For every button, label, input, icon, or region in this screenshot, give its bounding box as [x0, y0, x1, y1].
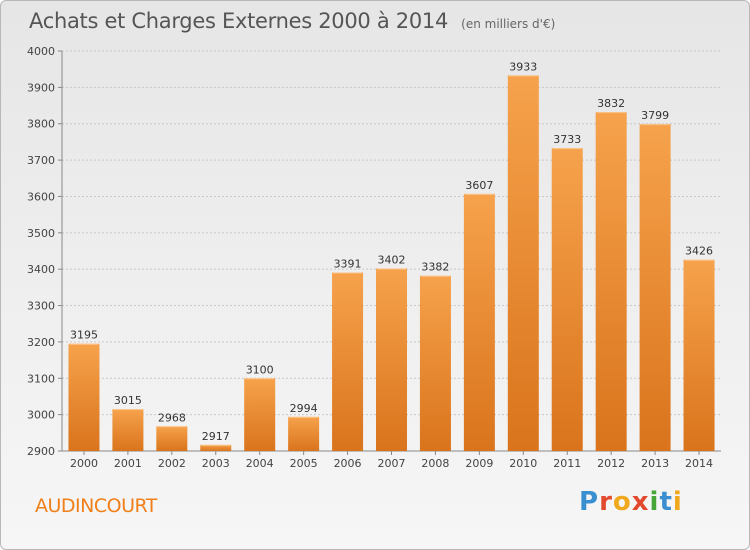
logo-letter: i [649, 487, 660, 517]
bar [595, 112, 627, 451]
value-label: 2968 [158, 411, 186, 424]
y-tick-label: 3900 [27, 81, 55, 94]
chart-title: Achats et Charges Externes 2000 à 2014 [29, 9, 449, 33]
bars [68, 75, 715, 451]
y-tick-label: 3200 [27, 336, 55, 349]
y-tick-label: 2900 [27, 445, 55, 458]
logo-letter: x [631, 487, 650, 517]
y-tick-label: 3800 [27, 118, 55, 131]
y-tick-label: 3500 [27, 227, 55, 240]
value-label: 3015 [114, 394, 142, 407]
x-tick-label: 2006 [334, 457, 362, 470]
x-tick-label: 2002 [158, 457, 186, 470]
y-tick-label: 3100 [27, 372, 55, 385]
value-label: 2994 [290, 402, 318, 415]
value-label: 2917 [202, 430, 230, 443]
x-tick-label: 2013 [641, 457, 669, 470]
x-tick-label: 2011 [553, 457, 581, 470]
x-tick-label: 2005 [290, 457, 318, 470]
bar [419, 275, 451, 451]
value-label: 3426 [685, 245, 713, 258]
chart-subtitle: (en milliers d'€) [461, 17, 556, 31]
logo-letter: i [672, 487, 683, 517]
bar [683, 259, 715, 451]
value-label: 3733 [553, 133, 581, 146]
bar [156, 426, 188, 451]
x-tick-label: 2009 [465, 457, 493, 470]
logo-letter: r [599, 487, 613, 517]
x-tick-label: 2007 [378, 457, 406, 470]
value-label: 3391 [334, 257, 362, 270]
bar [463, 193, 495, 451]
x-tick-label: 2010 [509, 457, 537, 470]
value-labels: 3195 3015 2968 2917 3100 2994 3391 3402 3382 3607… [70, 60, 713, 442]
commune-name: AUDINCOURT [35, 495, 157, 517]
value-label: 3402 [378, 253, 406, 266]
value-label: 3933 [509, 60, 537, 73]
value-label: 3100 [246, 363, 274, 376]
title-row: Achats et Charges Externes 2000 à 2014 (… [29, 9, 555, 33]
x-tick-label: 2001 [114, 457, 142, 470]
logo-letter: P [579, 487, 600, 517]
value-label: 3195 [70, 329, 98, 342]
y-tick-label: 4000 [27, 45, 55, 58]
x-tick-label: 2000 [70, 457, 98, 470]
value-label: 3607 [465, 179, 493, 192]
bar [200, 444, 232, 451]
bar [551, 148, 583, 451]
bar [244, 378, 276, 451]
bar [68, 343, 100, 451]
bar [332, 272, 364, 451]
x-tick-label: 2014 [685, 457, 713, 470]
bar [639, 124, 671, 451]
proxiti-logo[interactable]: Proxiti [579, 487, 683, 517]
logo-letter: o [612, 487, 632, 517]
value-label: 3382 [421, 261, 449, 274]
x-tick-label: 2008 [421, 457, 449, 470]
bar [507, 75, 539, 451]
x-tick-label: 2003 [202, 457, 230, 470]
x-tick-label: 2012 [597, 457, 625, 470]
bar [112, 409, 144, 451]
logo-letter: t [659, 487, 673, 517]
x-tick-label: 2004 [246, 457, 274, 470]
y-tick-label: 3000 [27, 409, 55, 422]
y-tick-label: 3600 [27, 190, 55, 203]
bar [376, 268, 407, 451]
y-tick-label: 3300 [27, 300, 55, 313]
bar [288, 416, 320, 451]
y-tick-label: 3700 [27, 154, 55, 167]
value-label: 3799 [641, 109, 669, 122]
y-tick-label: 3400 [27, 263, 55, 276]
value-label: 3832 [597, 97, 625, 110]
